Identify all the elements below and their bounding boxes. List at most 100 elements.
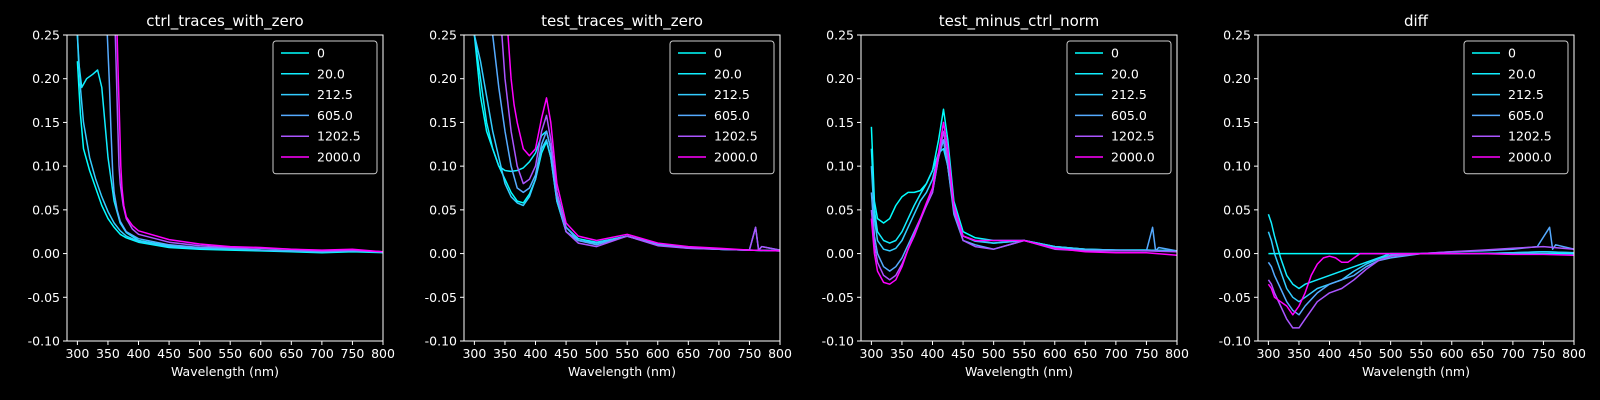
x-tick-label: 750 (1135, 346, 1159, 361)
y-tick-label: -0.10 (28, 334, 60, 349)
x-tick-label: 800 (768, 346, 792, 361)
x-tick-label: 600 (1043, 346, 1067, 361)
y-tick-label: -0.05 (28, 290, 60, 305)
y-tick-label: 0.00 (32, 246, 60, 261)
x-tick-label: 800 (1562, 346, 1586, 361)
y-tick-label: 0.15 (1223, 115, 1251, 130)
y-tick-label: 0.15 (429, 115, 457, 130)
axes-frame (66, 34, 384, 342)
x-tick-label: 500 (1379, 346, 1403, 361)
x-tick-label: 650 (279, 346, 303, 361)
series-line-0 (76, 61, 383, 254)
x-tick-label: 650 (676, 346, 700, 361)
x-tick-label: 400 (524, 346, 548, 361)
series-line-2000.0 (116, 35, 383, 253)
series-line-1202.5 (501, 35, 780, 251)
y-tick-label: -0.10 (425, 334, 457, 349)
legend-label: 1202.5 (1111, 129, 1155, 144)
y-tick-label: 0.20 (826, 71, 854, 86)
y-tick-label: -0.10 (822, 334, 854, 349)
series-lines (870, 108, 1177, 285)
legend-label: 1202.5 (714, 129, 758, 144)
x-tick-label: 350 (96, 346, 120, 361)
x-tick-label: 650 (1470, 346, 1494, 361)
x-tick-label: 300 (65, 346, 89, 361)
series-line-212.5 (1267, 231, 1574, 303)
x-tick-label: 300 (1256, 346, 1280, 361)
legend-label: 2000.0 (317, 150, 361, 165)
y-tick-label: 0.00 (1223, 246, 1251, 261)
legend-label: 2000.0 (1508, 150, 1552, 165)
x-tick-label: 500 (982, 346, 1006, 361)
series-line-605.0 (1267, 226, 1574, 316)
x-tick-label: 400 (127, 346, 151, 361)
axes-frame (1257, 34, 1575, 342)
chart-title: test_traces_with_zero (541, 12, 703, 31)
y-tick-label: 0.25 (32, 28, 60, 43)
y-tick-label: 0.20 (32, 71, 60, 86)
series-line-20.0 (1267, 213, 1574, 290)
axes-frame (860, 34, 1178, 342)
legend: 0 20.0 212.5 605.0 1202.5 2000.0 (272, 40, 378, 175)
x-tick-label: 500 (585, 346, 609, 361)
legend-label: 212.5 (714, 87, 750, 102)
y-tick-label: 0.05 (1223, 202, 1251, 217)
legend-label: 20.0 (317, 66, 345, 81)
legend-label: 20.0 (1508, 66, 1536, 81)
legend: 0 20.0 212.5 605.0 1202.5 2000.0 (1066, 40, 1172, 175)
axes-frame (463, 34, 781, 342)
legend-label: 0 (1508, 46, 1516, 61)
y-tick-label: 0.10 (1223, 159, 1251, 174)
legend-label: 212.5 (1111, 87, 1147, 102)
x-tick-label: 750 (738, 346, 762, 361)
y-tick-label: 0.15 (32, 115, 60, 130)
y-tick-label: 0.10 (32, 159, 60, 174)
x-tick-label: 700 (1501, 346, 1525, 361)
y-tick-label: 0.10 (429, 159, 457, 174)
x-tick-label: 350 (493, 346, 517, 361)
legend: 0 20.0 212.5 605.0 1202.5 2000.0 (1463, 40, 1569, 175)
chart-panel-1: 300 350 400 450 500 550 600 650 700 750 800 -0.10 -0… (28, 12, 395, 379)
x-tick-label: 300 (462, 346, 486, 361)
x-tick-label: 700 (707, 346, 731, 361)
y-tick-label: 0.20 (429, 71, 457, 86)
chart-panel-3: 300 350 400 450 500 550 600 650 700 750 800 -0.10 -0… (822, 12, 1189, 379)
legend-label: 605.0 (1508, 108, 1544, 123)
series-lines (1267, 213, 1574, 329)
x-tick-label: 450 (157, 346, 181, 361)
x-tick-label: 750 (341, 346, 365, 361)
legend-label: 20.0 (714, 66, 742, 81)
y-tick-label: -0.05 (822, 290, 854, 305)
legend-label: 605.0 (714, 108, 750, 123)
x-tick-label: 600 (646, 346, 670, 361)
legend-label: 0 (317, 46, 325, 61)
y-tick-label: 0.00 (826, 246, 854, 261)
x-tick-label: 350 (890, 346, 914, 361)
y-tick-label: 0.05 (429, 202, 457, 217)
y-tick-label: 0.10 (826, 159, 854, 174)
chart-panel-4: 300 350 400 450 500 550 600 650 700 750 800 -0.10 -0… (1219, 12, 1586, 379)
series-line-1202.5 (1267, 245, 1574, 329)
y-tick-label: 0.25 (826, 28, 854, 43)
series-line-2000.0 (507, 35, 780, 252)
x-tick-label: 450 (951, 346, 975, 361)
y-tick-label: 0.05 (826, 202, 854, 217)
x-tick-label: 600 (1440, 346, 1464, 361)
x-axis-label: Wavelength (nm) (1362, 364, 1470, 379)
x-tick-label: 350 (1287, 346, 1311, 361)
chart-title: diff (1404, 12, 1429, 30)
series-line-1202.5 (870, 130, 1177, 281)
chart-title: ctrl_traces_with_zero (146, 12, 303, 31)
legend-label: 0 (1111, 46, 1119, 61)
x-tick-label: 750 (1532, 346, 1556, 361)
series-line-2000.0 (1267, 252, 1574, 316)
legend: 0 20.0 212.5 605.0 1202.5 2000.0 (669, 40, 775, 175)
series-lines (473, 35, 780, 252)
x-tick-label: 400 (921, 346, 945, 361)
legend-label: 2000.0 (714, 150, 758, 165)
legend-label: 0 (714, 46, 722, 61)
legend-label: 20.0 (1111, 66, 1139, 81)
x-tick-label: 800 (1165, 346, 1189, 361)
legend-label: 2000.0 (1111, 150, 1155, 165)
x-axis-label: Wavelength (nm) (965, 364, 1073, 379)
